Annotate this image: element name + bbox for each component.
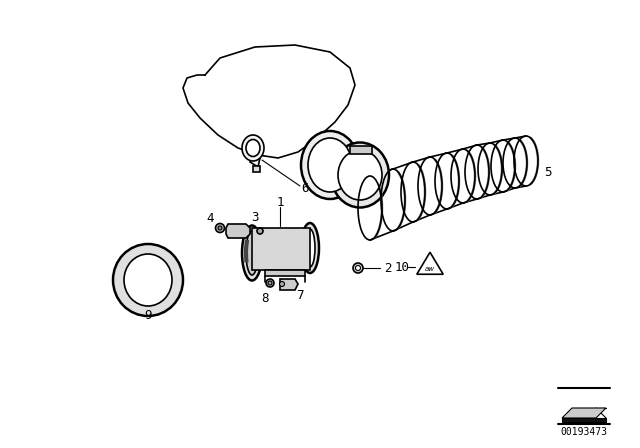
Ellipse shape [257, 228, 263, 234]
Polygon shape [562, 408, 606, 418]
Text: 1: 1 [276, 195, 284, 208]
Text: 5: 5 [544, 165, 552, 178]
Text: 10: 10 [394, 260, 410, 273]
Ellipse shape [301, 223, 319, 273]
Ellipse shape [246, 139, 260, 156]
Ellipse shape [331, 142, 389, 207]
Polygon shape [280, 279, 298, 290]
Text: 9: 9 [144, 309, 152, 322]
Ellipse shape [301, 131, 359, 199]
Ellipse shape [113, 244, 183, 316]
Text: aw: aw [425, 266, 435, 272]
FancyBboxPatch shape [252, 228, 310, 270]
Text: 3: 3 [252, 211, 259, 224]
Ellipse shape [353, 263, 363, 273]
Ellipse shape [242, 225, 262, 280]
Ellipse shape [218, 226, 222, 230]
Ellipse shape [266, 279, 274, 287]
Polygon shape [562, 418, 606, 422]
Polygon shape [417, 252, 443, 274]
Ellipse shape [124, 254, 172, 306]
Ellipse shape [216, 224, 225, 233]
Polygon shape [265, 270, 305, 276]
Text: 6: 6 [301, 181, 308, 194]
Polygon shape [350, 146, 372, 154]
Polygon shape [253, 166, 260, 172]
Ellipse shape [242, 135, 264, 161]
Ellipse shape [305, 229, 315, 267]
Text: 7: 7 [296, 289, 304, 302]
Polygon shape [226, 224, 250, 238]
Ellipse shape [280, 281, 285, 287]
Ellipse shape [338, 150, 382, 200]
Text: 4: 4 [206, 211, 214, 224]
Text: 8: 8 [261, 292, 269, 305]
Text: 00193473: 00193473 [561, 427, 607, 437]
Text: 2: 2 [384, 262, 392, 275]
Ellipse shape [246, 231, 258, 275]
Ellipse shape [308, 138, 352, 192]
Ellipse shape [355, 266, 360, 271]
Polygon shape [250, 151, 260, 167]
Ellipse shape [268, 281, 272, 285]
